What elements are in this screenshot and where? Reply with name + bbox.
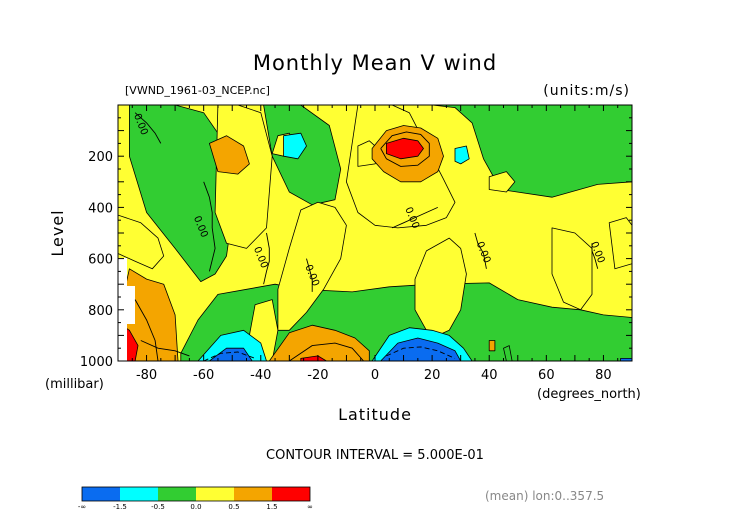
legend-label: ∞ xyxy=(307,503,313,511)
contour-fill-layer xyxy=(118,105,632,361)
contour-line xyxy=(386,346,456,359)
contour-line xyxy=(474,232,487,269)
contour-line xyxy=(289,342,364,361)
y-axis-label: Level xyxy=(48,209,67,256)
contour-line xyxy=(134,299,159,361)
x-tick-label: 0 xyxy=(371,368,379,383)
legend-label: 0.5 xyxy=(228,503,239,511)
contour-region-yellow xyxy=(608,217,632,270)
y-axis: 200 400 600 800 1000 xyxy=(80,104,632,370)
x-tick-label: -40 xyxy=(250,368,271,383)
contour-region-yellow xyxy=(488,171,516,193)
dataset-label: [VWND_1961-03_NCEP.nc] xyxy=(125,84,270,97)
contour-line xyxy=(134,112,162,144)
x-axis: -80 -60 -40 -20 0 20 40 60 80 xyxy=(117,105,633,383)
contour-line xyxy=(591,243,599,269)
contour-region-green xyxy=(503,345,513,361)
legend-swatch xyxy=(120,487,158,501)
units-label: (units:m/s) xyxy=(543,83,630,99)
x-tick-label: -20 xyxy=(307,368,328,383)
legend-frame xyxy=(81,486,311,502)
contour-region-yellow xyxy=(277,201,347,331)
contour-region-yellow xyxy=(551,227,593,311)
contour-region-cyan xyxy=(283,132,307,160)
x-tick-label: 40 xyxy=(481,368,498,383)
x-axis-label: Latitude xyxy=(338,405,412,424)
legend-label: 1.5 xyxy=(266,503,277,511)
x-tick-label: -60 xyxy=(193,368,214,383)
contour-region-green xyxy=(388,105,632,198)
x-tick-label: 20 xyxy=(424,368,441,383)
contour-region-yellow xyxy=(118,214,165,270)
contour-region-blue xyxy=(380,337,462,361)
contour-region-orange xyxy=(268,324,370,361)
contour-line xyxy=(391,206,438,229)
contour-line xyxy=(306,258,313,292)
averaging-note: (mean) lon:0..357.5 xyxy=(485,489,604,503)
contour-line xyxy=(380,131,430,167)
y-tick-label: 600 xyxy=(88,253,113,268)
contour-region-green xyxy=(128,105,233,283)
x-tick-label: -80 xyxy=(136,368,157,383)
contour-interval-text: CONTOUR INTERVAL = 5.000E-01 xyxy=(266,448,484,463)
legend-swatch xyxy=(82,487,120,501)
contour-region-red xyxy=(385,137,424,160)
legend-label: -1.5 xyxy=(113,503,127,511)
contour-region-green xyxy=(263,105,342,206)
x-tick-label: 60 xyxy=(538,368,555,383)
contour-region-yellow xyxy=(414,237,467,336)
contour-line-layer xyxy=(134,112,599,361)
legend-swatch xyxy=(234,487,272,501)
y-tick-label: 1000 xyxy=(80,355,113,370)
x-axis-unit: (degrees_north) xyxy=(537,387,641,402)
color-legend: -∞ -1.5 -0.5 0.0 0.5 1.5 ∞ xyxy=(78,486,313,511)
contour-region-orange xyxy=(208,135,250,175)
contour-region-cyan xyxy=(197,329,267,361)
contour-region-red xyxy=(300,355,327,361)
contour-region-cyan xyxy=(454,145,470,165)
legend-label: -0.5 xyxy=(151,503,165,511)
contour-line xyxy=(263,232,270,285)
legend-swatch xyxy=(158,487,196,501)
y-tick-label: 200 xyxy=(88,150,113,165)
contour-region-blue xyxy=(208,347,253,361)
legend-label: 0.0 xyxy=(190,503,201,511)
legend-swatch xyxy=(272,487,310,501)
legend-label: -∞ xyxy=(78,503,86,511)
contour-line xyxy=(203,181,216,272)
contour-line xyxy=(203,351,256,361)
x-tick-label: 80 xyxy=(595,368,612,383)
missing-data-patch xyxy=(127,286,135,324)
legend-swatch xyxy=(196,487,234,501)
contour-line xyxy=(140,340,190,357)
y-tick-label: 400 xyxy=(88,201,113,216)
contour-region-yellow xyxy=(214,105,273,249)
y-axis-unit: (millibar) xyxy=(45,377,104,392)
y-tick-label: 800 xyxy=(88,304,113,319)
contour-region-blue xyxy=(620,357,632,361)
contour-region-orange xyxy=(488,340,496,352)
chart-title: Monthly Mean V wind xyxy=(253,51,497,75)
